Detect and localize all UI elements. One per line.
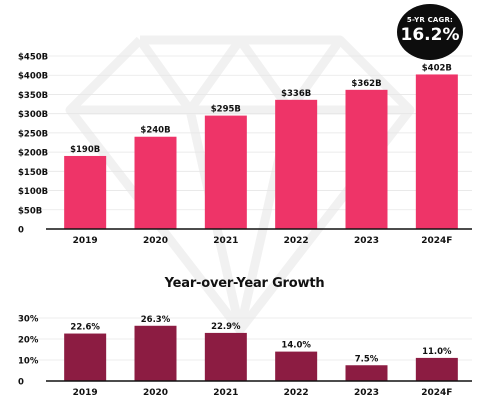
bar-value-label: $336B (281, 89, 311, 99)
bar (345, 89, 388, 229)
bar (415, 74, 458, 229)
x-tick-label: 2022 (284, 236, 309, 246)
bar (204, 115, 247, 229)
y-tick-label: $300B (18, 110, 48, 120)
bar (275, 99, 318, 230)
diamond-watermark-line (186, 35, 294, 113)
y-tick-label: $50B (18, 206, 42, 216)
bar-value-label: 26.3% (141, 315, 171, 325)
x-tick-label: 2021 (213, 388, 238, 398)
x-tick-label: 2021 (213, 236, 238, 246)
x-tick-label: 2019 (73, 388, 98, 398)
x-tick-label: 2023 (354, 236, 379, 246)
bar-value-label: $295B (211, 105, 241, 115)
x-tick-label: 2019 (73, 236, 98, 246)
bar (345, 365, 388, 381)
y-tick-label: 0 (18, 226, 24, 236)
cagr-badge: 5-YR CAGR: 16.2% (397, 4, 463, 60)
y-tick-label: 30% (18, 315, 39, 325)
bar (134, 325, 177, 381)
growth-chart-title: Year-over-Year Growth (164, 276, 325, 291)
y-tick-label: 0 (18, 378, 24, 388)
y-tick-label: $100B (18, 187, 48, 197)
bar (415, 357, 458, 381)
x-tick-label: 2020 (143, 388, 168, 398)
x-tick-label: 2020 (143, 236, 168, 246)
x-tick-label: 2023 (354, 388, 379, 398)
y-tick-label: 20% (18, 336, 39, 346)
bar-value-label: $362B (351, 79, 381, 89)
bar-value-label: $190B (70, 145, 100, 155)
diamond-watermark-line (65, 35, 415, 335)
bar-value-label: 22.9% (211, 322, 241, 332)
cagr-badge-value: 16.2% (400, 25, 460, 45)
bar-value-label: 7.5% (355, 354, 379, 364)
bar (204, 332, 247, 381)
bar-value-label: 11.0% (422, 347, 452, 357)
bar (275, 351, 318, 381)
bar-value-label: $402B (422, 63, 452, 73)
y-tick-label: $200B (18, 149, 48, 159)
y-tick-label: $150B (18, 168, 48, 178)
y-tick-label: $450B (18, 53, 48, 63)
bar (64, 333, 107, 381)
y-tick-label: 10% (18, 357, 39, 367)
bar (134, 136, 177, 229)
y-tick-label: $250B (18, 129, 48, 139)
x-tick-label: 2024F (421, 388, 452, 398)
y-tick-label: $350B (18, 91, 48, 101)
y-tick-label: $400B (18, 72, 48, 82)
diamond-watermark-line (136, 37, 344, 335)
x-tick-label: 2024F (421, 236, 452, 246)
bar-value-label: 22.6% (70, 323, 100, 333)
x-tick-label: 2022 (284, 388, 309, 398)
cagr-badge-label: 5-YR CAGR: (406, 16, 454, 24)
growth-bar-chart: 0 10% 20% 30% 22.6% 2019 26.3% 2020 22.9% 2021 14.… (18, 315, 472, 398)
revenue-bar-chart: 0 $50B $100B $150B $200B $250B $300B $350B $400B… (18, 53, 472, 246)
bar-value-label: $240B (140, 126, 170, 136)
bar (64, 155, 107, 229)
bar-value-label: 14.0% (281, 341, 311, 351)
